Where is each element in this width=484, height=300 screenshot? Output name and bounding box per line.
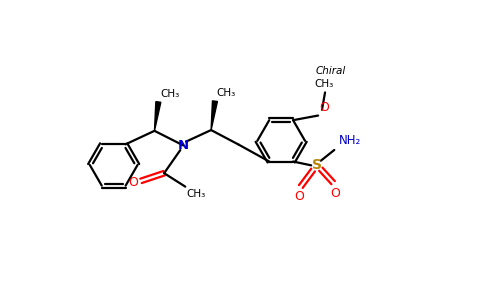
Polygon shape [154, 102, 161, 131]
Text: N: N [178, 139, 189, 152]
Text: O: O [128, 176, 138, 189]
Text: CH₃: CH₃ [186, 189, 206, 199]
Text: S: S [312, 158, 322, 172]
Text: O: O [319, 101, 329, 114]
Text: Chiral: Chiral [316, 66, 346, 76]
Text: CH₃: CH₃ [160, 89, 180, 99]
Text: CH₃: CH₃ [217, 88, 236, 98]
Text: O: O [330, 187, 340, 200]
Text: O: O [294, 190, 304, 203]
Text: NH₂: NH₂ [339, 134, 362, 147]
Polygon shape [211, 101, 217, 130]
Text: CH₃: CH₃ [315, 79, 334, 88]
